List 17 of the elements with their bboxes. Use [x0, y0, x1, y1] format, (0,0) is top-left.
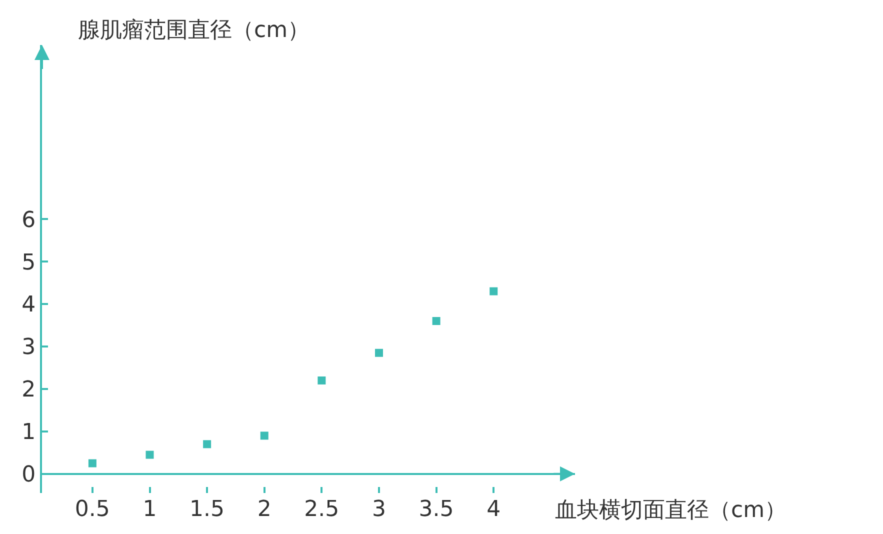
- x-tick-label: 4: [486, 497, 501, 522]
- x-tick-label: 1: [142, 497, 157, 522]
- x-tick-label: 2: [257, 497, 272, 522]
- y-tick-label: 3: [22, 335, 36, 360]
- y-tick-label: 5: [22, 250, 36, 276]
- x-tick-label: 1.5: [190, 497, 225, 522]
- y-tick-label: 6: [22, 208, 36, 233]
- y-tick-label: 4: [22, 292, 36, 318]
- x-tick-label: 3.5: [418, 497, 454, 522]
- x-tick-label: 3: [372, 497, 386, 522]
- y-tick-label: 1: [22, 420, 36, 446]
- x-axis-title: 血块横切面直径（cm）: [555, 498, 787, 523]
- y-tick-label: 2: [22, 378, 36, 403]
- y-tick-label: 0: [22, 462, 36, 488]
- x-tick-label: 2.5: [304, 497, 340, 522]
- y-axis-title: 腺肌瘤范围直径（cm）: [78, 18, 310, 43]
- x-tick-label: 0.5: [74, 497, 110, 522]
